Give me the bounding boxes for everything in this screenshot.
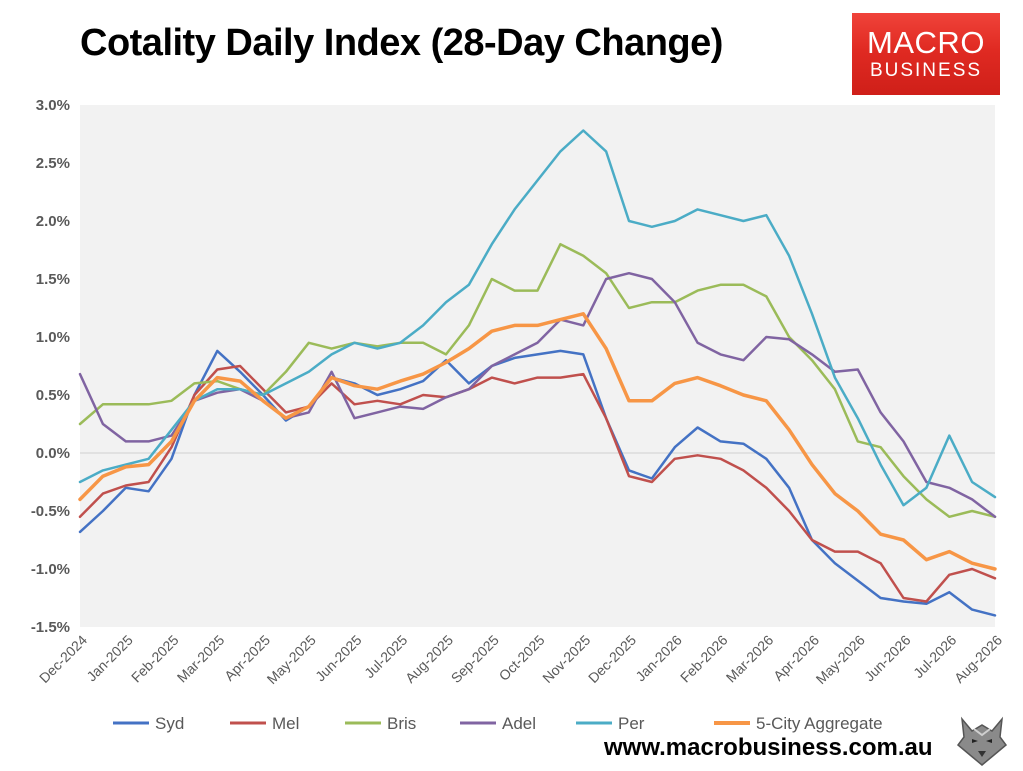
legend-label: 5-City Aggregate — [756, 714, 883, 733]
series-line-5-city-aggregate — [78, 312, 997, 571]
y-tick-label: 3.0% — [36, 97, 70, 114]
logo-line-1: MACRO — [867, 25, 985, 60]
x-tick-label: Dec-2025 — [585, 632, 639, 686]
x-tick-label: Feb-2026 — [677, 632, 731, 686]
logo-line-2: BUSINESS — [869, 60, 983, 81]
x-tick-label: Mar-2025 — [174, 632, 228, 686]
x-tick-label: Feb-2025 — [128, 632, 182, 686]
legend-label: Adel — [502, 714, 536, 733]
legend-label: Bris — [387, 714, 416, 733]
x-tick-label: Sep-2025 — [448, 632, 502, 686]
series-line-syd — [78, 349, 997, 617]
x-tick-label: Aug-2025 — [402, 632, 456, 686]
chart-title: Cotality Daily Index (28-Day Change) — [80, 22, 723, 64]
y-tick-label: -1.5% — [31, 619, 70, 636]
x-axis: Dec-2024Jan-2025Feb-2025Mar-2025Apr-2025… — [36, 632, 1005, 687]
x-tick-label: Jan-2026 — [632, 632, 685, 685]
x-tick-label: May-2026 — [813, 632, 868, 687]
y-tick-label: 0.0% — [36, 445, 70, 462]
y-tick-label: 2.5% — [36, 155, 70, 172]
x-tick-label: Jun-2025 — [312, 632, 365, 685]
y-tick-label: 1.5% — [36, 271, 70, 288]
wolf-icon — [954, 715, 1010, 767]
macro-business-logo: MACRO BUSINESS — [852, 13, 1000, 95]
x-tick-label: Aug-2026 — [951, 632, 1005, 686]
y-tick-label: -0.5% — [31, 503, 70, 520]
x-tick-label: Jan-2025 — [83, 632, 136, 685]
legend-label: Per — [618, 714, 645, 733]
website-url: www.macrobusiness.com.au — [604, 734, 933, 761]
x-tick-label: Dec-2024 — [36, 632, 90, 686]
y-tick-label: 0.5% — [36, 387, 70, 404]
x-tick-label: May-2025 — [264, 632, 319, 687]
y-tick-label: 2.0% — [36, 213, 70, 230]
legend: Syd Mel Bris Adel Per 5-City Aggregate — [113, 714, 883, 733]
x-tick-label: Mar-2026 — [723, 632, 777, 686]
legend-label: Syd — [155, 714, 184, 733]
y-tick-label: 1.0% — [36, 329, 70, 346]
y-tick-label: -1.0% — [31, 561, 70, 578]
series-lines — [78, 129, 997, 617]
x-tick-label: Jun-2026 — [861, 632, 914, 685]
series-line-per — [78, 129, 997, 507]
y-axis: -1.5% -1.0% -0.5% 0.0% 0.5% 1.0% 1.5% 2.0% 2.5% 3… — [31, 97, 70, 636]
series-line-mel — [78, 364, 997, 603]
x-tick-label: Nov-2025 — [539, 632, 593, 686]
legend-label: Mel — [272, 714, 299, 733]
series-line-bris — [78, 242, 997, 519]
plot-area — [80, 105, 995, 627]
